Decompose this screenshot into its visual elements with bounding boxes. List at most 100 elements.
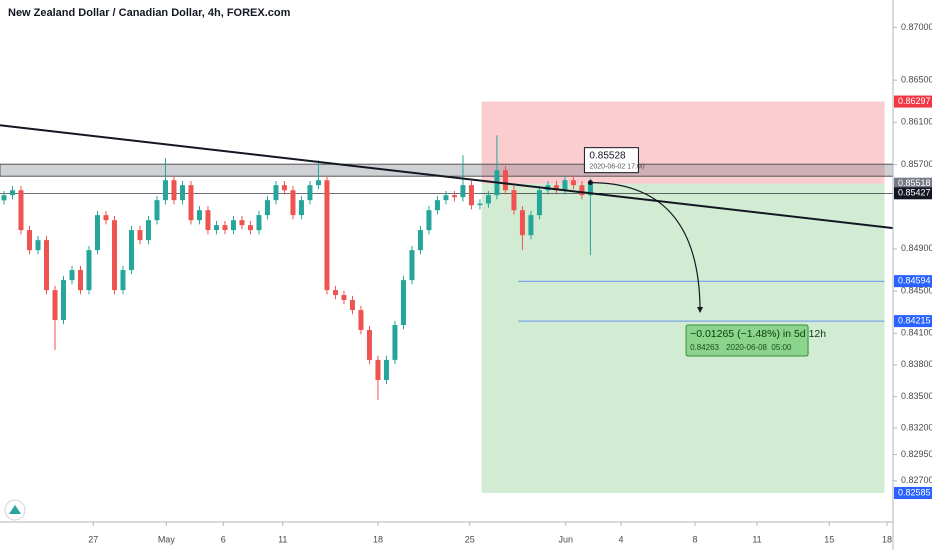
candle-body — [307, 185, 313, 201]
x-tick-label: 11 — [278, 534, 287, 544]
candle-body — [213, 225, 219, 231]
x-tick-label: 27 — [88, 534, 98, 544]
candle-body — [128, 230, 134, 271]
candle-body — [570, 180, 576, 186]
projection-arrow — [590, 182, 701, 313]
candle-body — [43, 240, 49, 291]
candle-body — [60, 280, 66, 321]
candle-body — [400, 280, 406, 326]
candle-body — [562, 180, 568, 191]
candle-body — [460, 185, 466, 198]
price-tag — [894, 487, 932, 499]
x-tick-label: 15 — [824, 534, 834, 544]
y-tick-label: 0.83500 — [901, 391, 932, 401]
price-tag — [894, 95, 932, 108]
x-tick-label: 11 — [752, 534, 761, 544]
candle-body — [443, 195, 449, 201]
y-tick-label: 0.86500 — [901, 75, 932, 85]
candle-body — [145, 220, 151, 241]
x-tick-label: 4 — [619, 534, 624, 544]
candle-body — [536, 190, 542, 216]
y-tick-label: 0.83800 — [901, 359, 932, 369]
target-zone — [481, 183, 885, 493]
price-tag — [894, 177, 932, 190]
price-tag-label: 0.85518 — [898, 178, 931, 188]
candle-body — [502, 170, 508, 191]
price-tag-label: 0.86297 — [898, 96, 931, 106]
candle-body — [315, 180, 321, 186]
x-tick-label: 25 — [465, 534, 475, 544]
trendline — [0, 124, 894, 230]
price-tag — [894, 187, 932, 200]
candle-body — [477, 203, 483, 206]
candle-body — [587, 182, 593, 196]
candle-body — [281, 185, 287, 191]
candle-body — [273, 185, 279, 201]
candle-body — [35, 240, 41, 251]
x-tick-label: 18 — [373, 534, 383, 544]
candle-body — [528, 215, 534, 236]
candle-body — [205, 210, 211, 231]
price-tag-label: 0.85427 — [898, 188, 931, 198]
x-tick-label: May — [158, 534, 176, 544]
candle-body — [366, 329, 372, 360]
candle-body — [77, 270, 83, 291]
callout-point — [587, 180, 593, 186]
candle-body — [409, 250, 415, 281]
candle-body — [256, 215, 262, 231]
candle-body — [290, 190, 296, 216]
candle-body — [137, 230, 143, 241]
y-tick-label: 0.85700 — [901, 159, 932, 169]
y-tick-label: 0.84100 — [901, 328, 932, 338]
measure-label: −0.01265 (−1.48%) in 5d 12h — [690, 328, 826, 340]
candle-body — [179, 185, 185, 201]
candle-body — [94, 215, 100, 251]
candle-body — [52, 290, 58, 321]
candle-body — [553, 185, 559, 191]
candle-body — [162, 180, 168, 201]
arrow-head — [697, 307, 704, 314]
x-tick-label: 6 — [221, 534, 226, 544]
candle-body — [451, 195, 457, 198]
price-tag — [894, 315, 932, 328]
candle-body — [426, 210, 432, 231]
candle-body — [247, 225, 253, 231]
logo-icon — [9, 505, 21, 514]
callout-value: 0.85528 — [589, 150, 626, 161]
candle-body — [188, 185, 194, 221]
candle-body — [239, 220, 245, 226]
y-tick-label: 0.86100 — [901, 117, 932, 127]
candle-body — [120, 270, 126, 291]
measure-value: 0.84263 — [690, 343, 719, 352]
candle-body — [392, 325, 398, 360]
candle-body — [485, 195, 491, 204]
price-tag-label: 0.82585 — [898, 487, 931, 497]
y-tick-label: 0.87000 — [901, 22, 932, 32]
candle-body — [18, 190, 24, 231]
y-tick-label: 0.83200 — [901, 423, 932, 433]
measure-box — [685, 324, 809, 357]
y-tick-label: 0.82700 — [901, 475, 932, 485]
resistance-zone — [0, 163, 894, 177]
candle-body — [511, 190, 517, 211]
candle-body — [86, 250, 92, 291]
candle-body — [103, 215, 109, 221]
candle-body — [230, 220, 236, 231]
measure-time: 2020-06-08 05:00 — [726, 343, 792, 352]
chart-title: New Zealand Dollar / Canadian Dollar, 4h… — [8, 7, 291, 19]
candle-body — [154, 200, 160, 221]
candle-body — [26, 230, 32, 251]
x-tick-label: 18 — [882, 534, 892, 544]
candle-body — [519, 210, 525, 236]
callout-time: 2020-06-02 17:00 — [589, 163, 644, 170]
candle-body — [434, 200, 440, 211]
stop-zone — [481, 101, 885, 184]
candle-body — [111, 220, 117, 291]
callout-box — [583, 147, 639, 174]
x-tick-label: 8 — [692, 534, 697, 544]
candle-body — [298, 200, 304, 216]
candle-body — [222, 225, 228, 231]
y-tick-label: 0.84900 — [901, 243, 932, 253]
